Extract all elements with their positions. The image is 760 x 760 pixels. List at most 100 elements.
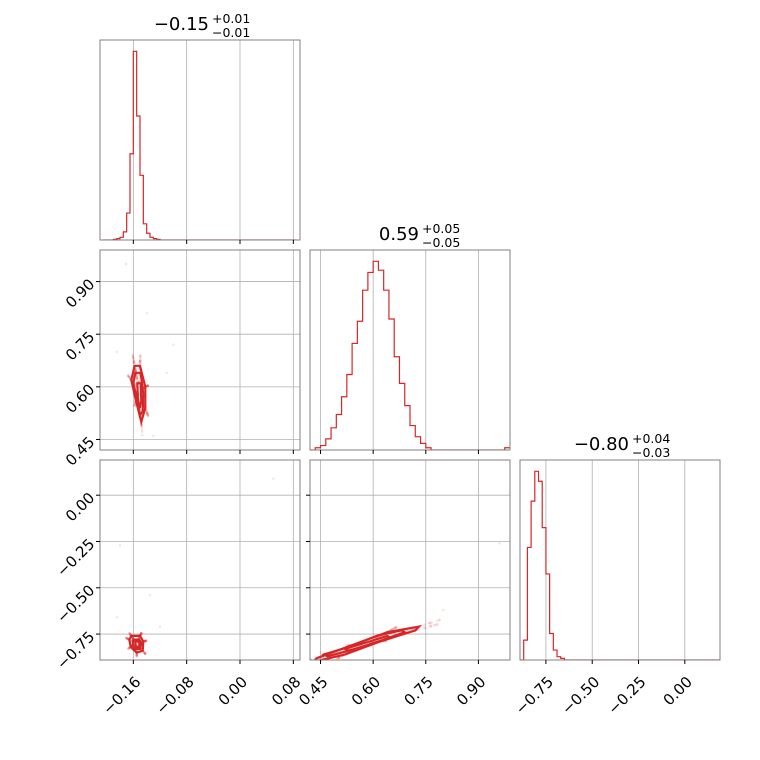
sample-point bbox=[306, 663, 309, 666]
sample-point bbox=[135, 654, 139, 657]
outlier-point bbox=[165, 371, 168, 375]
sample-point bbox=[138, 358, 142, 362]
sample-point bbox=[139, 356, 142, 360]
joint-content bbox=[291, 542, 501, 671]
param-title-p2: −0.80 bbox=[574, 434, 629, 455]
sample-point bbox=[428, 621, 431, 625]
sample-point bbox=[132, 361, 136, 364]
sample-point bbox=[125, 637, 129, 640]
sample-point bbox=[145, 411, 149, 415]
sample-point bbox=[140, 426, 143, 430]
title-err-plus: +0.04 bbox=[632, 431, 670, 446]
sample-point bbox=[128, 632, 132, 636]
sample-point bbox=[391, 627, 395, 631]
sample-point bbox=[140, 425, 143, 429]
sample-point bbox=[127, 375, 131, 378]
sample-point bbox=[128, 631, 131, 635]
sample-point bbox=[435, 619, 439, 622]
outlier-point bbox=[152, 434, 155, 438]
sample-point bbox=[146, 413, 149, 417]
y-tick-label-p1: 0.45 bbox=[62, 433, 98, 469]
param-title-p1: 0.59 bbox=[379, 224, 419, 245]
sample-point bbox=[146, 384, 149, 388]
histogram-p1 bbox=[310, 260, 510, 450]
contour-level-2 bbox=[132, 371, 145, 418]
sample-point bbox=[146, 384, 149, 388]
outlier-point bbox=[145, 311, 148, 315]
sample-point bbox=[291, 668, 294, 671]
outlier-point bbox=[115, 350, 118, 354]
panel-frame bbox=[309, 459, 511, 661]
sample-point bbox=[132, 361, 136, 365]
sample-point bbox=[135, 376, 139, 379]
title-value: 0.59 bbox=[379, 224, 419, 245]
sample-point bbox=[143, 639, 147, 643]
sample-point bbox=[143, 639, 147, 643]
sample-point bbox=[421, 624, 424, 627]
y-tick-label-p1: 0.75 bbox=[62, 328, 98, 364]
sample-point bbox=[135, 655, 139, 658]
sample-point bbox=[140, 433, 144, 437]
sample-point bbox=[437, 618, 441, 622]
sample-point bbox=[127, 375, 131, 379]
sample-point bbox=[125, 637, 129, 640]
sample-point bbox=[429, 621, 432, 625]
sample-point bbox=[302, 661, 305, 664]
contour-level-3 bbox=[136, 382, 143, 409]
sample-point bbox=[135, 654, 139, 657]
sample-point bbox=[135, 653, 138, 656]
outlier-point bbox=[158, 625, 162, 628]
histogram-p0 bbox=[103, 50, 297, 240]
sample-point bbox=[303, 664, 306, 667]
sample-point bbox=[433, 623, 437, 627]
sample-point bbox=[139, 354, 142, 358]
sample-point bbox=[432, 623, 436, 627]
sample-point bbox=[145, 412, 149, 415]
sample-point bbox=[300, 661, 303, 664]
sample-point bbox=[135, 377, 139, 381]
sample-point bbox=[126, 647, 130, 650]
sample-point bbox=[143, 651, 146, 655]
sample-point bbox=[135, 376, 139, 380]
x-tick-label-p1: 0.60 bbox=[348, 673, 384, 709]
sample-point bbox=[393, 626, 396, 630]
sample-point bbox=[138, 361, 142, 364]
outlier-point bbox=[124, 262, 128, 266]
sample-point bbox=[127, 647, 130, 650]
panel-frame bbox=[309, 249, 511, 451]
sample-point bbox=[429, 624, 432, 628]
x-tick-label-p0: −0.08 bbox=[153, 673, 198, 718]
sample-point bbox=[392, 627, 396, 630]
sample-point bbox=[138, 360, 142, 364]
sample-point bbox=[335, 657, 339, 660]
sample-point bbox=[140, 428, 144, 432]
sample-point bbox=[146, 384, 150, 388]
sample-point bbox=[295, 666, 298, 669]
sample-point bbox=[131, 353, 134, 357]
x-tick-label-p1: 0.45 bbox=[295, 673, 331, 709]
marginal-panel-p1: 0.59 +0.05−0.05 bbox=[309, 221, 511, 454]
outlier-point bbox=[118, 543, 122, 547]
panel-frame bbox=[99, 39, 301, 241]
sample-point bbox=[145, 639, 148, 642]
sample-point bbox=[140, 632, 143, 635]
title-err-minus: −0.03 bbox=[632, 445, 670, 460]
sample-point bbox=[394, 626, 398, 629]
sample-point bbox=[139, 355, 142, 358]
sample-point bbox=[133, 404, 136, 408]
contour-level-1 bbox=[130, 364, 147, 427]
sample-point bbox=[393, 626, 397, 630]
sample-point bbox=[128, 376, 131, 379]
sample-point bbox=[302, 661, 305, 664]
sample-point bbox=[125, 636, 128, 640]
x-tick-label-p2: −0.50 bbox=[558, 673, 603, 718]
sample-point bbox=[298, 662, 301, 665]
sample-point bbox=[429, 624, 433, 628]
y-tick-label-p2: −0.75 bbox=[53, 628, 98, 673]
sample-point bbox=[144, 639, 148, 643]
sample-point bbox=[125, 636, 128, 640]
marginal-panel-p0: −0.15 +0.01−0.01 bbox=[99, 11, 301, 244]
sample-point bbox=[126, 374, 130, 378]
sample-point bbox=[144, 639, 147, 643]
